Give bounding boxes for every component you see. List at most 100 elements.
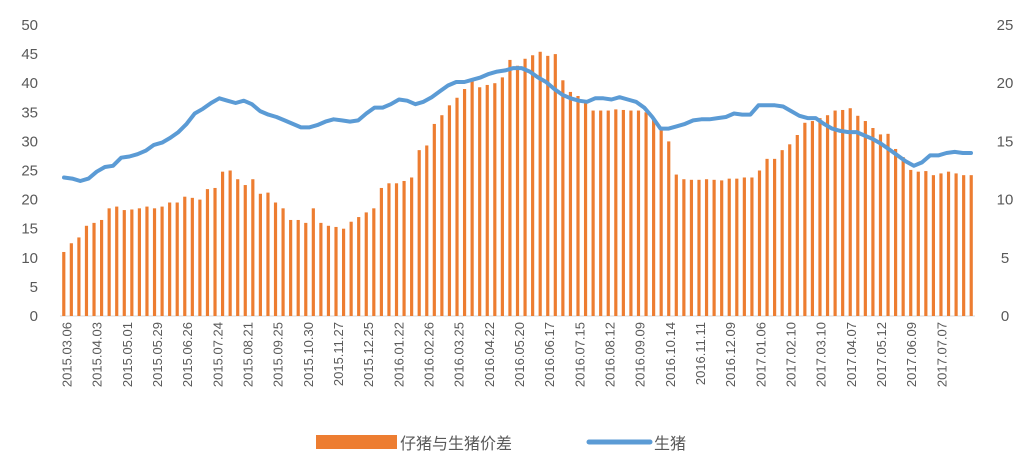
bar: [667, 141, 671, 316]
bar: [901, 157, 905, 316]
bar: [735, 178, 739, 316]
bar: [183, 196, 187, 316]
left-tick-label: 40: [21, 75, 38, 92]
bar: [939, 173, 943, 316]
x-tick-label: 2015.08.21: [240, 322, 255, 387]
bar: [583, 100, 588, 316]
bar: [720, 180, 724, 316]
x-tick-label: 2017.01.06: [753, 322, 768, 387]
bar: [160, 206, 164, 316]
bar: [379, 187, 383, 316]
bar: [145, 206, 149, 316]
bar: [614, 109, 618, 316]
bar: [334, 226, 338, 316]
bar: [757, 170, 762, 316]
bar: [462, 89, 467, 317]
left-tick-label: 30: [21, 133, 38, 150]
legend-bar-swatch: [316, 435, 397, 449]
bar: [538, 51, 542, 317]
bar: [500, 77, 504, 316]
bar: [825, 115, 830, 317]
bar: [591, 110, 595, 316]
bar: [84, 225, 89, 316]
bar: [485, 84, 489, 316]
bar: [251, 179, 255, 316]
bar: [508, 59, 512, 317]
bar: [341, 228, 346, 316]
left-tick-label: 50: [21, 17, 38, 34]
right-axis-tick-labels: 0 5 10 15 20 25: [997, 17, 1014, 325]
left-tick-label: 35: [21, 104, 38, 121]
bar: [704, 179, 709, 316]
bar: [228, 170, 232, 316]
bar: [470, 80, 474, 316]
bar: [727, 178, 731, 316]
x-tick-label: 2016.08.12: [602, 322, 617, 387]
bar: [289, 219, 293, 316]
x-tick-label: 2015.09.25: [271, 322, 286, 387]
bar: [236, 179, 240, 316]
bar: [636, 110, 641, 316]
bar: [795, 135, 799, 316]
bar: [273, 202, 278, 316]
bar: [644, 112, 648, 316]
x-tick-label: 2015.05.29: [150, 322, 165, 387]
bar: [92, 222, 96, 316]
left-tick-label: 5: [30, 279, 38, 296]
bar: [886, 133, 890, 316]
bar: [818, 118, 822, 317]
bar: [440, 115, 444, 317]
bar: [447, 105, 452, 316]
x-tick-label: 2016.07.15: [572, 322, 587, 387]
bar: [773, 158, 777, 316]
bar: [659, 126, 663, 316]
bar: [833, 110, 837, 316]
x-tick-label: 2016.06.17: [542, 322, 557, 387]
bar: [455, 97, 459, 316]
x-tick-label: 2016.01.22: [391, 322, 406, 387]
bar: [576, 96, 580, 316]
bar: [69, 243, 73, 316]
bar: [568, 91, 573, 317]
bar: [810, 121, 815, 316]
bar: [878, 134, 883, 316]
right-tick-label: 25: [997, 17, 1014, 34]
bar: [425, 145, 429, 316]
bar: [107, 208, 111, 316]
x-tick-label: 2016.12.09: [723, 322, 738, 387]
x-tick-label: 2017.04.07: [844, 322, 859, 387]
bar: [432, 123, 436, 316]
x-tick-label: 2016.03.25: [452, 322, 467, 387]
legend-bar-label: 仔猪与生猪价差: [400, 434, 512, 453]
left-tick-label: 20: [21, 192, 38, 209]
bar: [137, 208, 141, 316]
bar: [304, 222, 308, 316]
bar: [100, 219, 104, 316]
bar: [243, 185, 247, 316]
x-tick-label: 2017.07.07: [934, 322, 949, 387]
x-tick-label: 2017.03.10: [814, 322, 829, 387]
bar: [515, 65, 520, 317]
bar: [130, 209, 134, 316]
right-tick-label: 0: [1001, 308, 1009, 325]
bar: [856, 115, 860, 316]
x-tick-label: 2017.06.09: [904, 322, 919, 387]
x-tick-label: 2015.07.24: [210, 322, 225, 387]
bar: [712, 179, 716, 316]
x-tick-label: 2015.12.25: [361, 322, 376, 387]
bar: [168, 202, 172, 316]
bar: [946, 171, 951, 316]
bar: [220, 171, 225, 316]
bar: [780, 150, 784, 316]
bar: [606, 110, 610, 316]
bar: [349, 221, 353, 316]
bar: [394, 183, 399, 316]
bar: [924, 171, 928, 316]
bar: [523, 58, 527, 316]
bar: [894, 148, 898, 316]
legend-line-label: 生猪: [654, 434, 686, 453]
bar: [387, 183, 391, 316]
bar: [410, 177, 414, 316]
x-tick-label: 2015.10.30: [301, 322, 316, 387]
bar: [863, 121, 867, 316]
